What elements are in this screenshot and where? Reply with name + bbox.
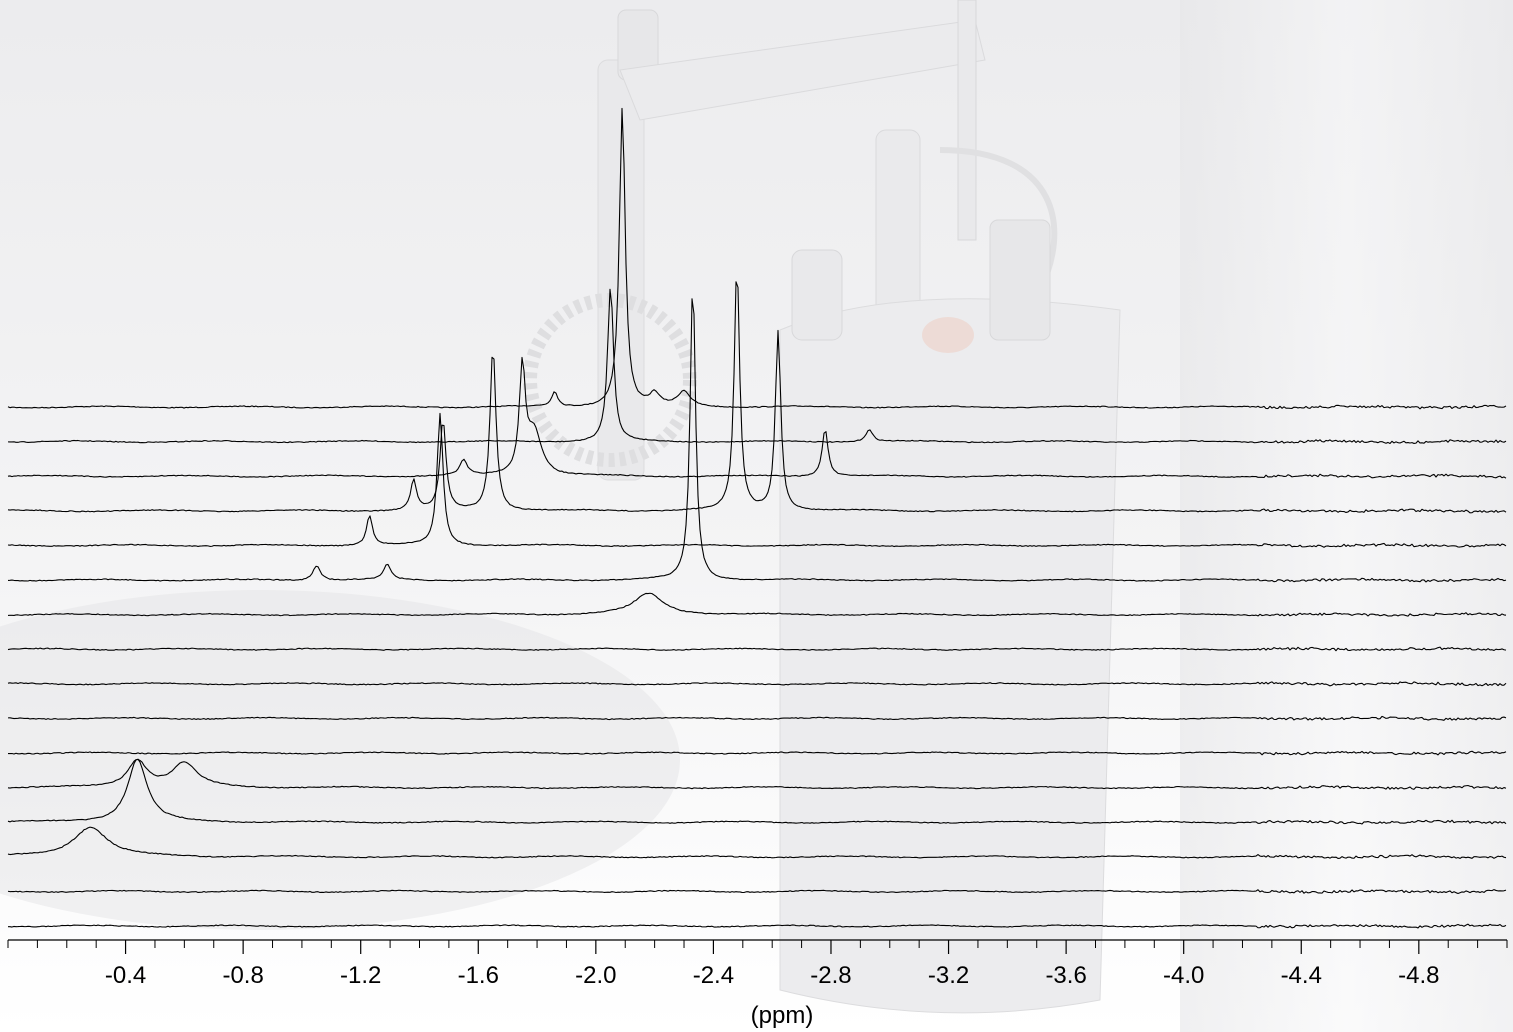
- x-tick-label: -1.2: [340, 962, 381, 989]
- x-tick-label: -2.0: [575, 962, 616, 989]
- spectrum-trace: [7, 923, 1507, 929]
- x-tick-label: -4.4: [1281, 962, 1322, 989]
- spectrum-trace: [7, 107, 1507, 410]
- x-axis: -0.4 -0.8 -1.2 -1.6 -2.0 -2.4 -2.8 -3.2 -3.6 -4.0…: [7, 939, 1508, 1029]
- spectrum-trace: [7, 288, 1507, 445]
- spectrum-trace: [7, 715, 1507, 721]
- x-tick-label: -3.2: [928, 962, 969, 989]
- spectrum-trace: [7, 750, 1507, 756]
- x-tick-label: -2.4: [693, 962, 734, 989]
- spectrum-trace: [7, 356, 1507, 479]
- spectrum-trace: [7, 826, 1507, 859]
- spectrum-trace: [7, 592, 1507, 617]
- x-axis-major-ticks: [124, 940, 1420, 954]
- spectrum-trace: [7, 298, 1507, 583]
- spectrum-trace: [7, 681, 1507, 687]
- spectrum-trace: [7, 758, 1507, 825]
- x-tick-label: -4.0: [1163, 962, 1204, 989]
- spectrum-trace: [7, 758, 1507, 790]
- x-axis-title: (ppm): [751, 1002, 814, 1029]
- x-tick-label: -1.6: [458, 962, 499, 989]
- x-axis-minor-ticks: [7, 940, 1508, 948]
- x-tick-label: -4.8: [1398, 962, 1439, 989]
- spectrum-trace: [7, 646, 1507, 652]
- spectra-traces: [7, 107, 1507, 929]
- spectrum-trace: [7, 281, 1507, 514]
- spectrum-trace: [7, 412, 1507, 548]
- x-tick-label: -0.8: [222, 962, 263, 989]
- x-tick-label: -2.8: [810, 962, 851, 989]
- spectrum-trace: [7, 889, 1507, 895]
- x-tick-label: -0.4: [105, 962, 146, 989]
- x-axis-tick-labels: -0.4 -0.8 -1.2 -1.6 -2.0 -2.4 -2.8 -3.2 -3.6 -4.0…: [105, 962, 1440, 989]
- x-tick-label: -3.6: [1045, 962, 1086, 989]
